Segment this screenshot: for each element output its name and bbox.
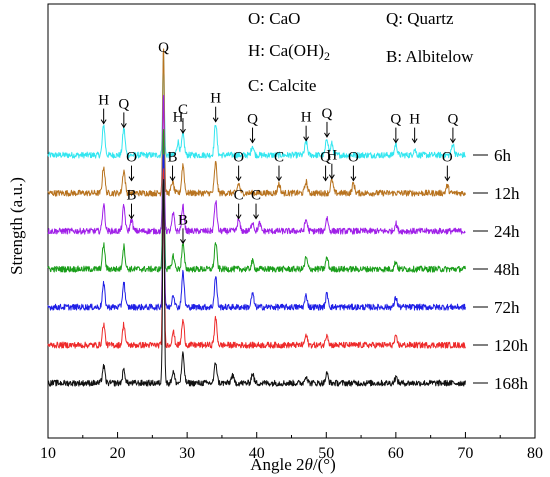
series-labels: 6h 12h 24h 48h 72h 120h 168h: [473, 146, 529, 393]
annotation-label: H: [173, 110, 184, 126]
annotation-label: B: [126, 188, 136, 204]
annotation-arrowhead: [169, 176, 176, 182]
annotation-arrowhead: [128, 176, 135, 182]
legend-quartz: Q: Quartz: [386, 9, 454, 28]
series-line-168h: [47, 179, 466, 387]
series-line-48h: [47, 129, 466, 273]
annotation-arrowhead: [322, 176, 329, 182]
x-tick-label-80: 80: [527, 445, 543, 462]
annotation-arrowhead: [253, 214, 259, 220]
x-tick-label-10: 10: [40, 445, 56, 462]
annotation-arrowhead: [392, 138, 399, 144]
series-line-24h: [47, 94, 466, 235]
annotation-label: O: [126, 150, 137, 166]
x-tick-label-20: 20: [110, 445, 126, 462]
annotation-label: H: [409, 112, 420, 128]
annotation-label: O: [442, 150, 453, 166]
annotation-label: H: [301, 110, 312, 126]
x-tick-label-50: 50: [318, 445, 334, 462]
plot-frame: [47, 3, 536, 439]
x-ticks: 10 20 30 40 50 60 70 80: [40, 432, 543, 462]
series-label-48h: 48h: [494, 260, 520, 279]
x-tick-label-40: 40: [249, 445, 265, 462]
series-line-6h: [47, 56, 466, 159]
annotation-arrowhead: [249, 138, 256, 144]
series-line-120h: [47, 168, 466, 349]
annotation-arrowhead: [235, 214, 242, 220]
annotation-label: Q: [247, 112, 258, 128]
annotation-label: H: [98, 93, 109, 109]
annotation-arrowhead: [276, 176, 282, 182]
annotation-arrowhead: [350, 176, 357, 182]
annotation-label: Q: [158, 40, 169, 56]
annotation-label: Q: [447, 112, 458, 128]
series-6h: [47, 56, 466, 159]
series-72h: [47, 154, 466, 311]
annotation-label: O: [233, 150, 244, 166]
series-label-6h: 6h: [494, 146, 512, 165]
annotation-label: O: [348, 150, 359, 166]
annotation-label: C: [274, 150, 284, 166]
series-layer: [47, 48, 466, 387]
annotation-label: H: [210, 91, 221, 107]
annotation-label: C: [234, 188, 244, 204]
series-label-120h: 120h: [494, 336, 529, 355]
series-line-12h: [47, 48, 466, 197]
annotation-label: Q: [390, 112, 401, 128]
x-tick-label-60: 60: [388, 445, 404, 462]
series-24h: [47, 94, 466, 235]
annotation-arrowhead: [235, 176, 242, 182]
series-168h: [47, 179, 466, 387]
x-tick-label-30: 30: [179, 445, 195, 462]
annotation-arrowhead: [449, 138, 456, 144]
annotation-arrowhead: [324, 132, 330, 138]
legend-caoh2: H: Ca(OH)2: [248, 41, 330, 63]
annotation-arrowhead: [444, 176, 451, 182]
annotation-label: Q: [322, 106, 333, 122]
annotation-label: C: [251, 188, 261, 204]
legend: O: CaO Q: Quartz H: Ca(OH)2 B: Albitelow…: [248, 9, 474, 95]
legend-albitelow: B: Albitelow: [386, 47, 474, 66]
series-label-12h: 12h: [494, 184, 520, 203]
annotation-label: H: [326, 148, 337, 164]
series-line-72h: [47, 154, 466, 311]
legend-cao: O: CaO: [248, 9, 300, 28]
annotation-arrowhead: [100, 119, 107, 125]
annotation-arrowhead: [120, 123, 127, 129]
x-tick-label-70: 70: [457, 445, 473, 462]
series-label-24h: 24h: [494, 222, 520, 241]
annotation-arrowhead: [303, 136, 310, 142]
annotation-arrowhead: [180, 128, 186, 135]
annotation-label: C: [178, 102, 188, 118]
annotation-label: Q: [320, 150, 331, 166]
y-axis-label: Strength (a.u.): [7, 177, 26, 275]
annotation-arrowhead: [212, 117, 219, 123]
annotation-arrowhead: [128, 214, 135, 220]
series-label-168h: 168h: [494, 374, 529, 393]
annotation-arrowhead: [411, 138, 418, 144]
series-48h: [47, 129, 466, 273]
annotation-arrowhead: [328, 174, 335, 180]
annotation-label: B: [178, 212, 188, 228]
plot-border: [47, 3, 536, 439]
legend-calcite: C: Calcite: [248, 76, 316, 95]
series-12h: [47, 48, 466, 197]
annotation-arrowhead: [180, 239, 186, 245]
annotation-label: B: [168, 150, 178, 166]
x-axis-label: Angle 2θ/(°): [250, 455, 336, 474]
series-120h: [47, 168, 466, 349]
annotation-label: Q: [118, 96, 129, 112]
series-label-72h: 72h: [494, 298, 520, 317]
